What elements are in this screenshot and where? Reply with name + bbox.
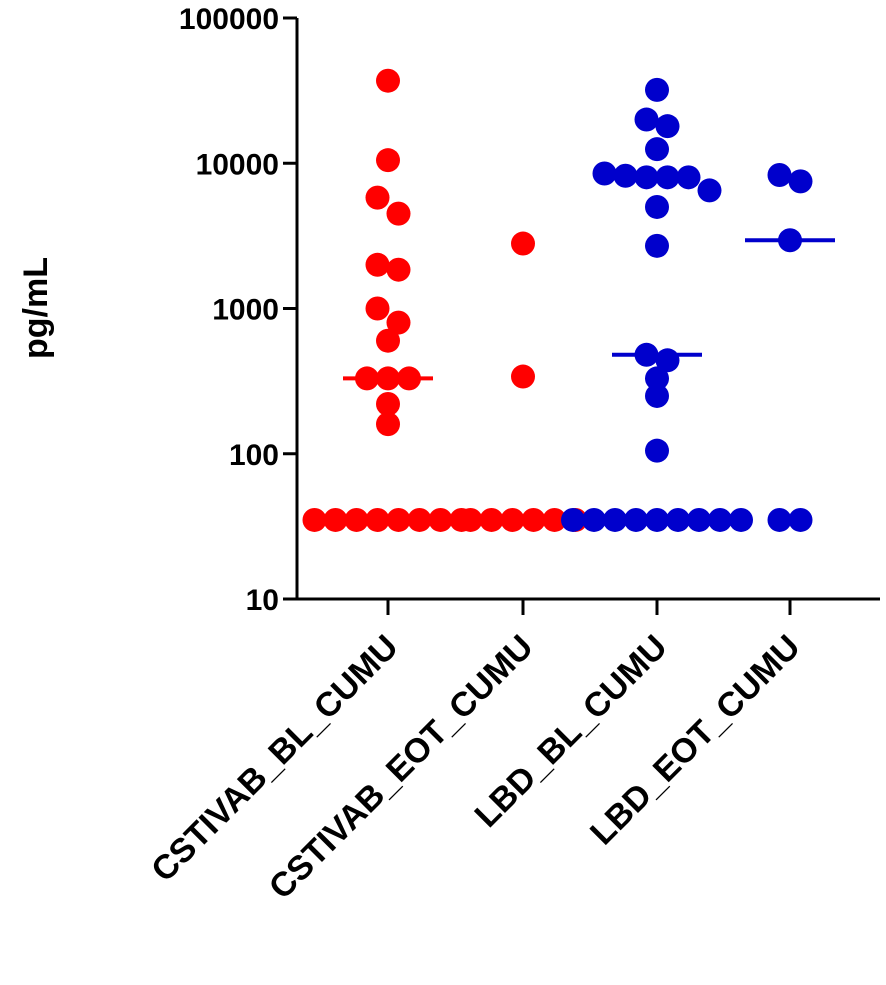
data-point [561, 507, 585, 532]
x-tick-label: CSTIVAB_BL_CUMU [144, 628, 406, 890]
x-axis: CSTIVAB_BL_CUMUCSTIVAB_EOT_CUMULBD_BL_CU… [144, 597, 880, 907]
y-axis-label: pg/mL [17, 257, 55, 359]
data-point [634, 107, 659, 132]
data-point [655, 165, 680, 190]
y-tick-label: 10000 [196, 148, 279, 181]
data-points [302, 68, 813, 532]
data-point [788, 507, 813, 532]
data-point [645, 233, 669, 258]
data-point [645, 194, 669, 219]
y-axis: 10 100 1000 10000 100000 [179, 3, 299, 617]
y-tick-label: 100 [229, 439, 279, 472]
y-tick-label: 100000 [179, 3, 279, 36]
data-point [511, 364, 535, 389]
data-point [645, 77, 669, 102]
data-point [500, 507, 525, 532]
data-point [521, 507, 546, 532]
data-point [386, 257, 411, 282]
data-point [603, 507, 627, 532]
data-point [634, 165, 659, 190]
data-point [428, 507, 453, 532]
data-point [582, 507, 606, 532]
data-point [511, 231, 535, 256]
median-lines [343, 238, 835, 381]
data-point [365, 252, 390, 277]
data-point [645, 137, 669, 162]
data-point [666, 507, 690, 532]
data-point [655, 114, 680, 139]
data-point [645, 383, 669, 408]
data-point [376, 328, 400, 353]
y-tick-label: 10 [246, 584, 279, 617]
data-point [645, 438, 669, 463]
data-point [344, 507, 369, 532]
x-tick-label: CSTIVAB_EOT_CUMU [262, 628, 541, 907]
data-point [376, 412, 400, 437]
data-point [365, 507, 390, 532]
data-point [323, 507, 348, 532]
data-point [645, 507, 669, 532]
data-point [708, 507, 732, 532]
data-point [407, 507, 432, 532]
data-point [767, 507, 792, 532]
data-point [365, 296, 390, 321]
data-point [386, 201, 411, 226]
data-point [302, 507, 327, 532]
data-point [376, 392, 400, 417]
data-point [365, 185, 390, 210]
data-point [386, 310, 411, 335]
data-point [697, 178, 722, 203]
data-point [479, 507, 504, 532]
y-tick-label: 1000 [212, 294, 279, 327]
data-point [376, 68, 400, 93]
data-point [458, 507, 483, 532]
data-point [767, 163, 792, 188]
data-point [386, 507, 411, 532]
data-point [376, 148, 400, 173]
data-point [542, 507, 567, 532]
data-point [645, 366, 669, 391]
data-point [729, 507, 753, 532]
data-point [592, 161, 617, 186]
data-point [788, 169, 813, 194]
data-point [624, 507, 648, 532]
data-point [676, 165, 701, 190]
data-point [687, 507, 711, 532]
data-point [613, 163, 638, 188]
